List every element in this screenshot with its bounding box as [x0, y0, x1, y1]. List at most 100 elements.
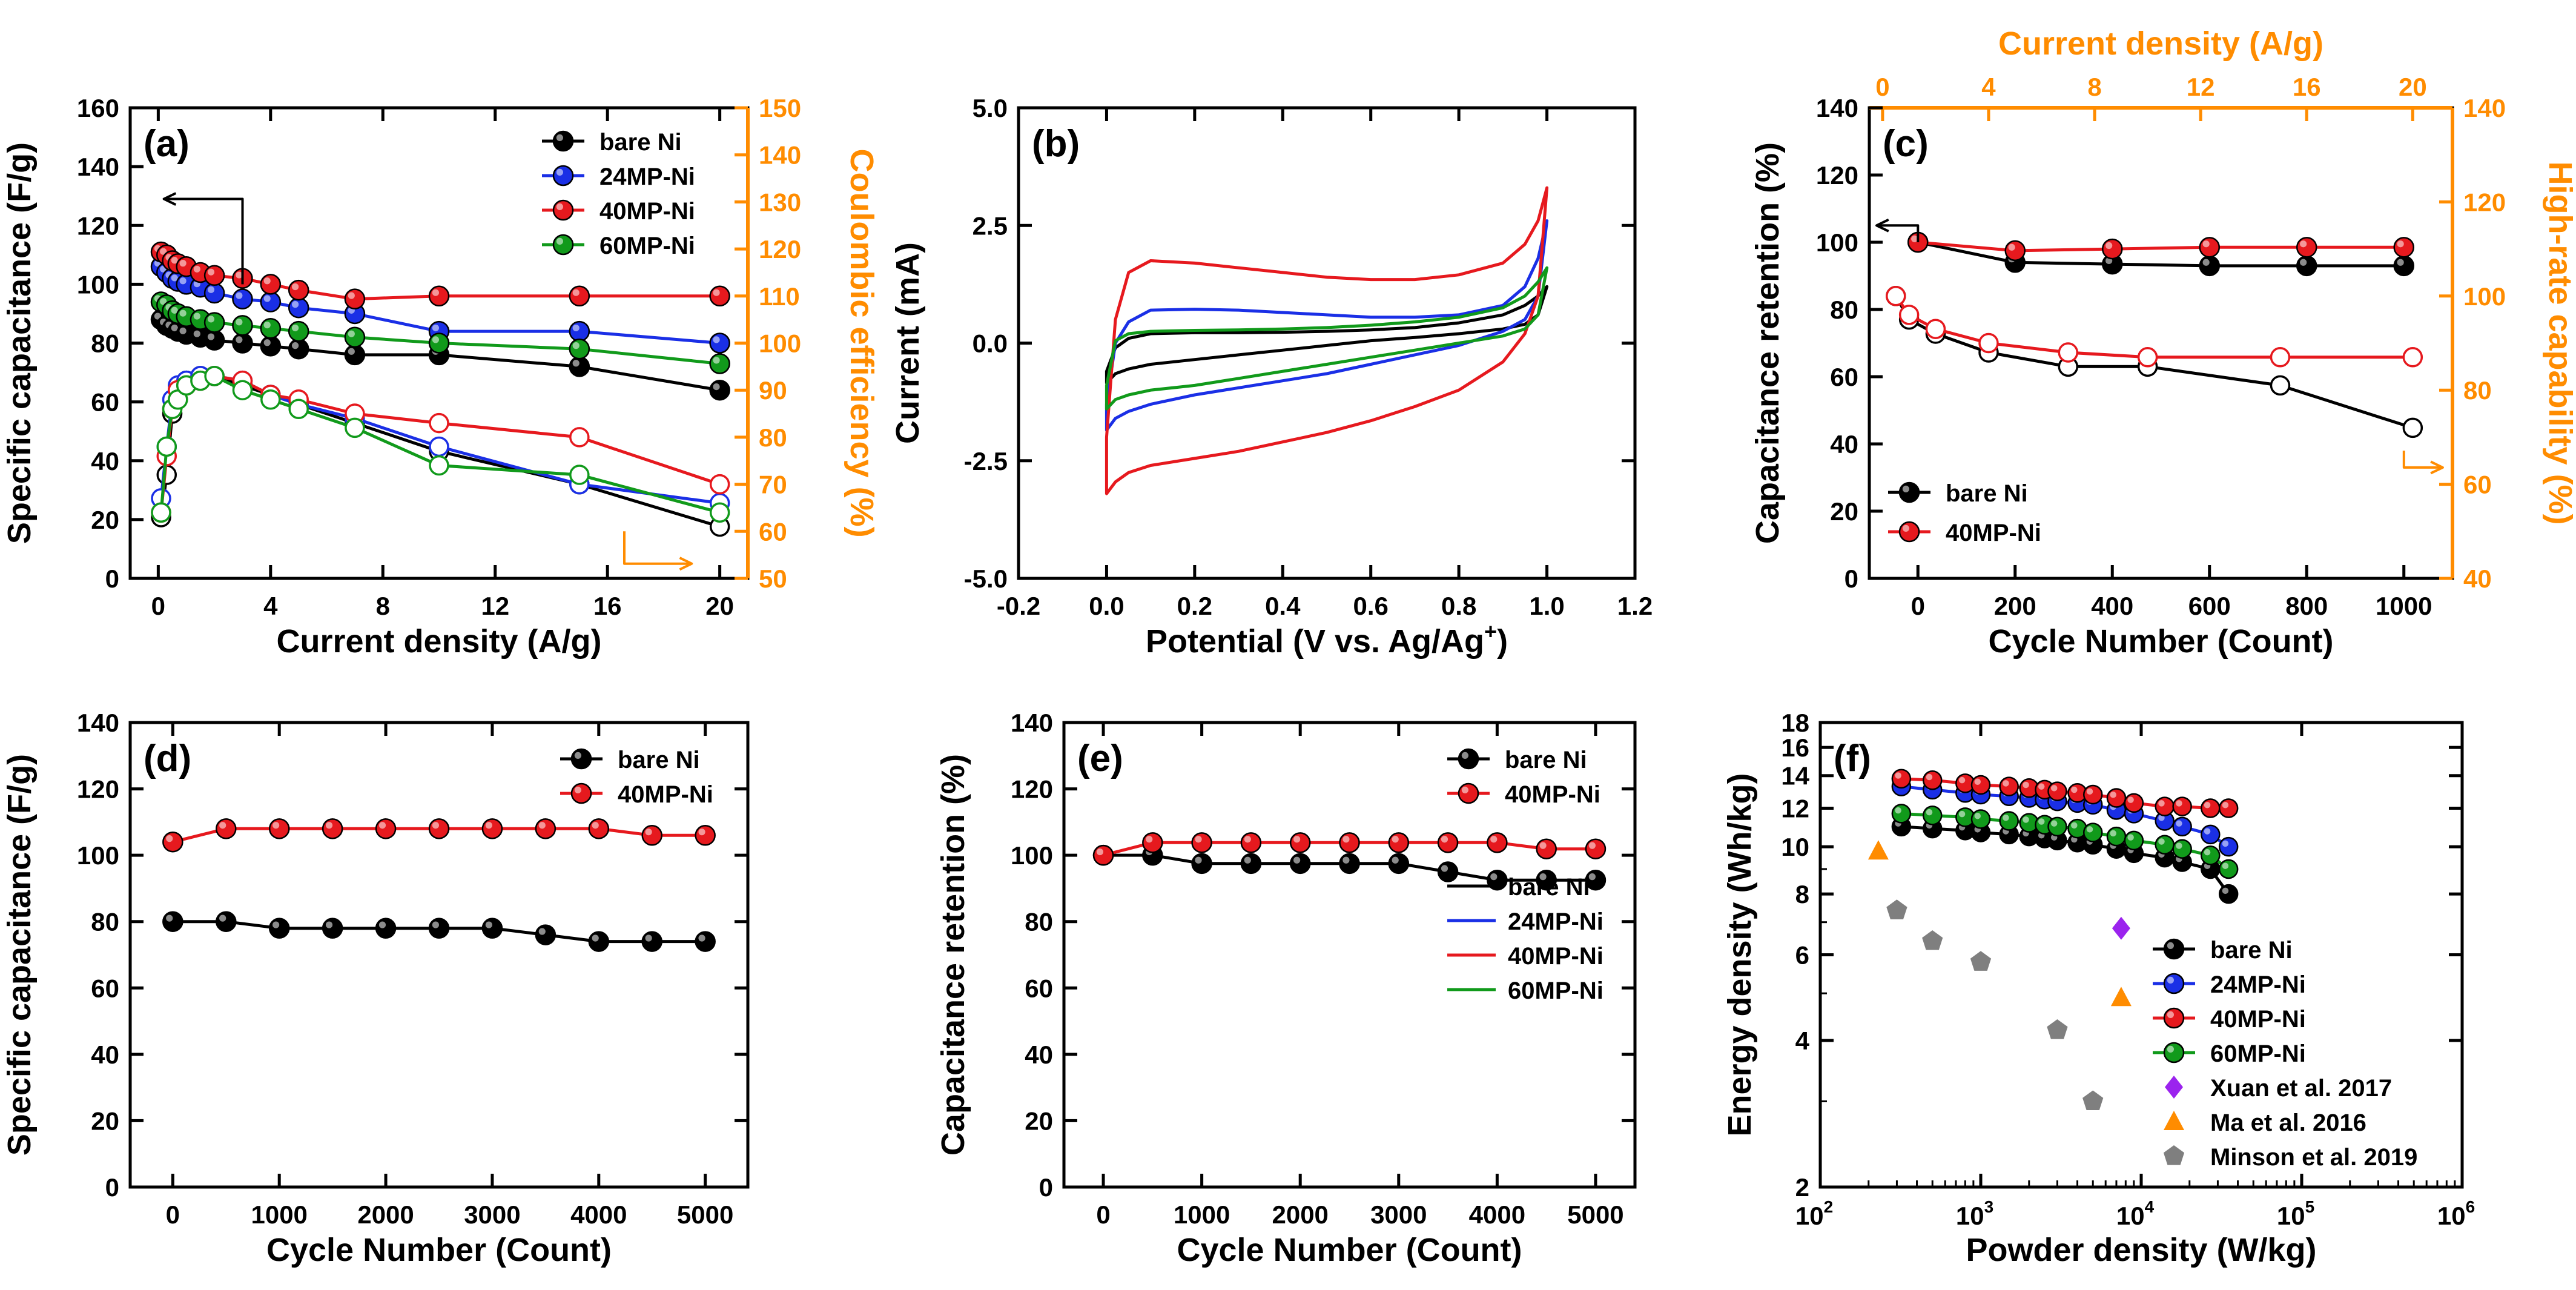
panel-f-data-point-highlight: [2086, 788, 2093, 795]
panel-a-legend-label: 40MP-Ni: [599, 198, 695, 225]
panel-a-data-point-highlight: [713, 289, 720, 296]
panel-d-legend-marker-highlight: [574, 786, 582, 793]
panel-f-x-tick-label: 106: [2437, 1197, 2475, 1230]
panel-c-series-line: [1918, 240, 2404, 253]
panel-f-data-point-highlight: [2071, 786, 2078, 793]
panel-d-data-point: [588, 818, 610, 839]
panel-c-x2-tick-label: 16: [2293, 73, 2321, 101]
panel-a-data-point-highlight: [179, 277, 187, 285]
panel-a-data-point: [288, 297, 309, 319]
panel-d-y-tick-label: 0: [105, 1173, 119, 1202]
panel-d-data-point: [268, 918, 290, 939]
panel-d-data-point: [641, 825, 662, 846]
panel-a-data-point-highlight: [291, 324, 299, 332]
panel-a-panel-label: (a): [144, 123, 190, 165]
panel-d-data-point: [535, 818, 556, 839]
panel-f-data-point: [2124, 793, 2144, 813]
panel-e-x-tick-label: 0: [1096, 1200, 1110, 1229]
panel-e-data-point-highlight: [1441, 836, 1448, 843]
panel-a-y2-tick-label: 60: [759, 517, 787, 546]
panel-a-data-point: [429, 436, 449, 457]
panel-b-y-tick-label: 0.0: [973, 329, 1008, 358]
panel-d-legend-marker: [570, 748, 592, 770]
panel-f-legend-label: 24MP-Ni: [2210, 971, 2306, 998]
panel-a-y2-tick-label: 50: [759, 564, 787, 593]
panel-a-data-point: [428, 332, 450, 354]
panel-a-y2-tick-label: 120: [759, 235, 801, 263]
panel-e-legend-label: bare Ni: [1505, 747, 1587, 773]
panel-e-data-point-highlight: [1539, 842, 1547, 849]
panel-a-data-point: [156, 436, 177, 457]
panel-a-data-point-highlight: [572, 360, 580, 367]
panel-d-data-point: [481, 918, 503, 939]
panel-d-data-point-highlight: [219, 915, 226, 922]
panel-e-data-point-highlight: [1588, 842, 1596, 849]
panel-e-data-point: [1585, 869, 1607, 891]
panel-b-cv-curve: [1105, 219, 1549, 432]
panel-d-data-point-highlight: [166, 915, 173, 922]
panel-a-data-point-highlight: [432, 336, 440, 343]
panel-f-data-point: [1922, 770, 1943, 790]
panel-a-data-point-highlight: [193, 265, 200, 273]
panel-c-data-point-highlight: [1911, 235, 1918, 242]
panel-d-data-point: [535, 924, 556, 945]
panel-c-legend-marker-highlight: [1902, 524, 1909, 532]
panel-e-data-point: [1536, 869, 1557, 891]
panel-f-legend-marker: [2163, 1042, 2185, 1063]
panel-a-data-point-highlight: [713, 383, 720, 391]
panel-a-data-point: [709, 332, 730, 354]
panel-c-y2-tick-label: 120: [2463, 188, 2506, 216]
panel-c-data-point: [2402, 417, 2423, 438]
panel-a-data-point: [260, 389, 281, 410]
panel-e-data-point-highlight: [1195, 836, 1202, 843]
panel-a-data-point-highlight: [207, 286, 215, 293]
panel-b-plot-frame: [1017, 106, 1637, 580]
panel-f-legend-label: 40MP-Ni: [2210, 1006, 2306, 1033]
panel-e-data-point: [1289, 832, 1311, 853]
panel-f-legend-marker-highlight: [2167, 976, 2174, 984]
panel-c-y2-axis-title: High-rate capability (%): [2542, 161, 2576, 524]
panel-f-data-point: [2172, 816, 2192, 837]
panel-f-data-point: [2155, 796, 2175, 816]
panel-d-data-point: [162, 831, 183, 853]
panel-a-data-point-highlight: [263, 339, 271, 346]
panel-e-data-point: [1240, 832, 1262, 853]
panel-c-data-point: [1925, 319, 1946, 339]
panel-c-data-point-highlight: [2397, 259, 2404, 266]
panel-a-y2-tick-label: 130: [759, 188, 801, 216]
panel-d-data-point: [588, 931, 610, 952]
panel-d-data-point-highlight: [219, 822, 226, 829]
panel-c-data-point: [2199, 237, 2220, 258]
panel-e-y-axis-title: Capacitance retention (%): [935, 754, 971, 1156]
panel-a-data-point: [260, 317, 282, 339]
panel-d-data-point-highlight: [325, 822, 333, 829]
panel-c-y-tick-label: 0: [1844, 564, 1858, 593]
panel-b-x-tick-label: 1.2: [1617, 592, 1653, 620]
panel-f-data-point-highlight: [2204, 848, 2211, 856]
panel-f-data-point-highlight: [2176, 842, 2182, 849]
panel-c-data-point-highlight: [2397, 240, 2404, 248]
panel-d-data-point-highlight: [378, 921, 386, 928]
panel-a-y2-axis-title: Coulombic efficiency (%): [844, 148, 880, 537]
panel-e-data-point: [1339, 832, 1360, 853]
panel-e-data-point: [1388, 853, 1410, 875]
panel-e-data-point: [1092, 844, 1114, 866]
panel-e-data-point-highlight: [1588, 873, 1596, 881]
panel-f-legend-marker-highlight: [2167, 1011, 2174, 1018]
panel-e-data-point-highlight: [1392, 836, 1399, 843]
panel-f-data-point: [1891, 804, 1912, 824]
panel-a-x-tick-label: 8: [376, 592, 390, 620]
panel-b-cv-curve: [1105, 285, 1549, 385]
panel-a-data-point-highlight: [263, 322, 271, 329]
panel-a-data-point-highlight: [179, 309, 187, 317]
panel-d-data-point-highlight: [592, 822, 599, 829]
panel-a-data-point-highlight: [572, 342, 580, 349]
panel-a-data-point: [569, 356, 590, 377]
panel-f-data-point-highlight: [2176, 800, 2182, 807]
panel-e-data-point-highlight: [1244, 836, 1251, 843]
panel-a-data-point: [288, 279, 309, 301]
panel-f-y-tick-label: 6: [1795, 941, 1809, 970]
panel-b-x-axis-title: Potential (V vs. Ag/Ag+): [1146, 619, 1508, 660]
panel-f-x-tick-exp: 4: [2145, 1197, 2155, 1216]
